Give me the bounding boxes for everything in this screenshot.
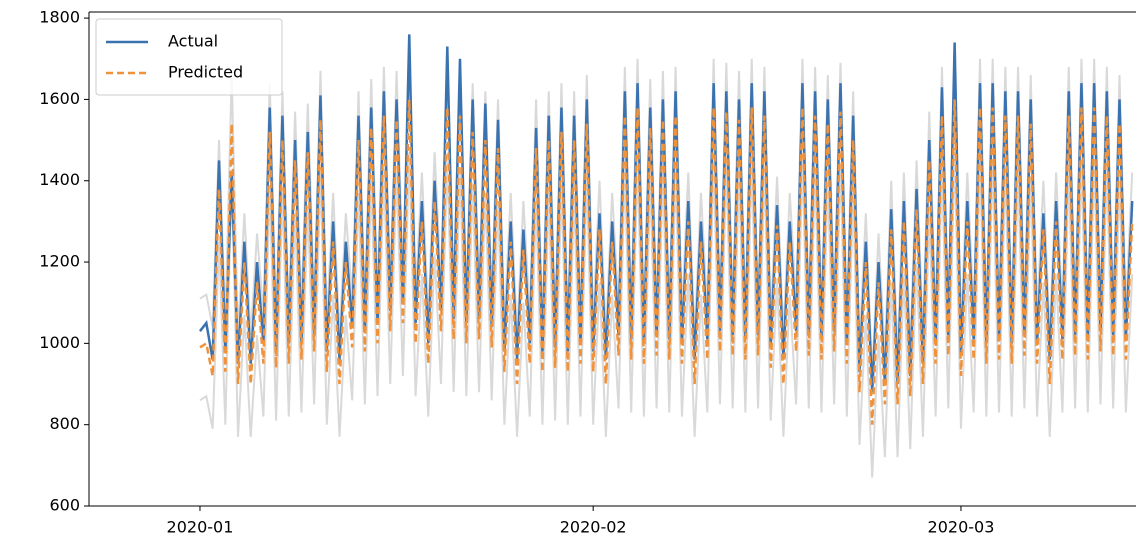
x-tick-label: 2020-03 [928, 518, 995, 537]
y-tick-label: 1400 [39, 170, 80, 189]
y-tick-label: 800 [49, 414, 80, 433]
y-tick-label: 1000 [39, 333, 80, 352]
legend: Actual Predicted [95, 18, 283, 96]
x-tick-label: 2020-02 [560, 518, 627, 537]
legend-label: Predicted [168, 63, 243, 82]
y-tick-label: 1200 [39, 252, 80, 271]
legend-box [95, 18, 283, 96]
y-tick-label: 600 [49, 496, 80, 515]
band-line [199, 152, 1134, 478]
x-tick-label: 2020-01 [167, 518, 234, 537]
plot-area [198, 34, 1134, 478]
y-tick-label: 1600 [39, 89, 80, 108]
y-tick-label: 1800 [39, 8, 80, 27]
legend-label: Actual [168, 32, 218, 51]
series-line [199, 99, 1134, 425]
